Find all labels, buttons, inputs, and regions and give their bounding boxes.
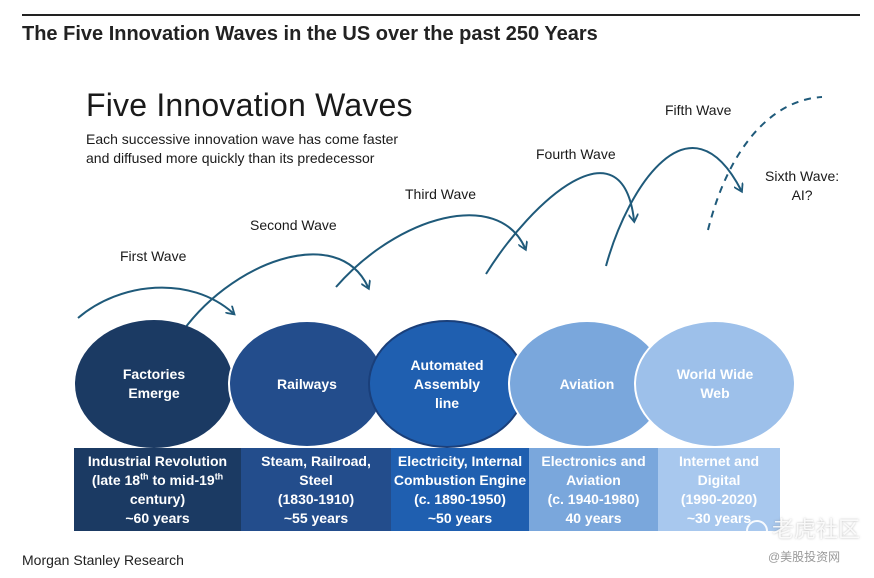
watermark-main: 老虎社区 xyxy=(746,512,860,544)
wave-label-first: First Wave xyxy=(120,248,187,264)
circle-railways: Railways xyxy=(228,320,386,448)
diagram-title: Five Innovation Waves xyxy=(86,87,413,123)
circle-text: Emerge xyxy=(128,385,180,401)
fifth-wave-arrow xyxy=(605,147,741,267)
circle-text: World Wide xyxy=(676,366,754,382)
sixth-wave-arrow xyxy=(707,96,823,231)
top-rule xyxy=(22,14,860,16)
wave-label-sixth: Sixth Wave: AI? xyxy=(765,167,839,205)
circle-text: Factories xyxy=(122,366,186,382)
box-text: 40 years xyxy=(565,509,622,526)
box-text: Electricity, Internal xyxy=(397,452,523,469)
source-credit: Morgan Stanley Research xyxy=(22,552,184,568)
second-wave-arrow xyxy=(177,253,368,339)
box-electricity-combustion: Electricity, Internal Combustion Engine … xyxy=(391,448,529,531)
box-text: century) xyxy=(129,490,186,507)
wave-label-fourth: Fourth Wave xyxy=(536,146,616,162)
circle-text: Assembly xyxy=(413,375,481,392)
box-text: (late 18 xyxy=(91,471,141,488)
third-wave-arrow xyxy=(335,214,525,288)
wave-label-third: Third Wave xyxy=(405,186,477,202)
box-internet-digital: Internet and Digital (1990-2020) ~30 yea… xyxy=(658,448,780,531)
wave-label-fifth: Fifth Wave xyxy=(665,102,732,118)
box-text: (c. 1890-1950) xyxy=(414,490,506,507)
box-text: Internet and xyxy=(678,452,760,469)
box-text: to mid-19 xyxy=(148,471,215,488)
box-steam-railroad-steel: Steam, Railroad, Steel (1830-1910) ~55 y… xyxy=(241,448,391,531)
sixth-wave-line-1: Sixth Wave: xyxy=(765,168,840,184)
box-text: (1990-2020) xyxy=(680,490,758,507)
box-sup: th xyxy=(140,470,149,481)
watermark-logo-icon xyxy=(746,520,768,543)
subtitle-line-1: Each successive innovation wave has come… xyxy=(86,131,399,147)
box-text: (1830-1910) xyxy=(277,490,355,507)
box-text: ~55 years xyxy=(283,509,349,526)
circle-text: Web xyxy=(700,385,730,401)
circle-factories-emerge: Factories Emerge xyxy=(75,320,233,448)
circle-text: Aviation xyxy=(559,375,615,392)
circle-text: line xyxy=(434,394,460,411)
watermark-main-text: 老虎社区 xyxy=(772,517,861,542)
circle-world-wide-web: World Wide Web xyxy=(634,320,796,448)
box-text: Industrial Revolution xyxy=(87,452,228,469)
first-wave-arrow xyxy=(77,286,233,319)
circle-text: Automated xyxy=(410,356,484,373)
watermark-sub: @美股投资网 xyxy=(768,550,841,564)
fourth-wave-arrow xyxy=(485,172,634,275)
subtitle-line-2: and diffused more quickly than its prede… xyxy=(86,150,375,166)
wave-label-second: Second Wave xyxy=(250,217,337,233)
box-text: Aviation xyxy=(566,471,621,488)
box-text: (c. 1940-1980) xyxy=(547,490,640,507)
box-text-line: (late 18th to mid-19th xyxy=(92,471,223,490)
circle-text: Railways xyxy=(277,375,337,392)
diagram-subtitle: Each successive innovation wave has come… xyxy=(86,130,398,168)
box-text: ~30 years xyxy=(686,509,752,526)
box-industrial-revolution: Industrial Revolution (late 18th to mid-… xyxy=(74,448,241,531)
box-text: Digital xyxy=(697,471,741,488)
box-text: Combustion Engine xyxy=(393,471,527,488)
box-text: Steel xyxy=(299,471,333,488)
sixth-wave-line-2: AI? xyxy=(791,187,813,203)
box-text: ~50 years xyxy=(427,509,493,526)
box-text: ~60 years xyxy=(125,509,190,526)
box-sup: th xyxy=(214,470,224,481)
circle-automated-assembly-line: Automated Assembly line xyxy=(368,320,526,448)
box-text: Electronics and xyxy=(541,452,646,469)
page-title: The Five Innovation Waves in the US over… xyxy=(22,23,598,45)
box-text: Steam, Railroad, xyxy=(261,452,371,469)
box-electronics-aviation: Electronics and Aviation (c. 1940-1980) … xyxy=(529,448,658,531)
